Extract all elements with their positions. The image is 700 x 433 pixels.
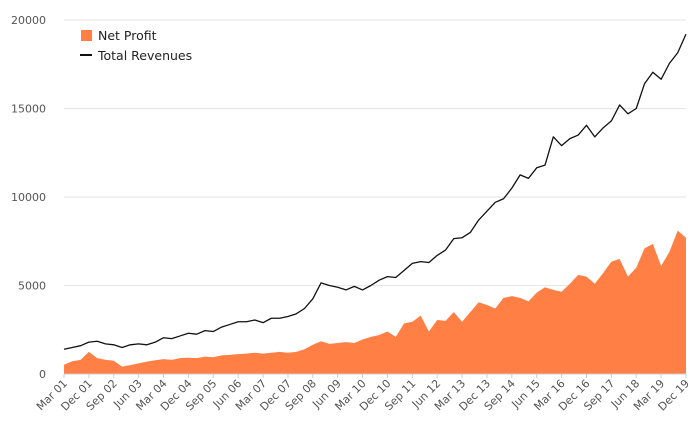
y-tick-label: 20000 [11, 14, 46, 27]
y-tick-label: 15000 [11, 103, 46, 116]
legend-label-total-revenues: Total Revenues [97, 48, 192, 63]
total-revenues-line [63, 33, 687, 350]
y-tick-label: 5000 [18, 280, 46, 293]
legend-label-net-profit: Net Profit [98, 28, 157, 43]
total-revenues-line-layer [63, 33, 687, 350]
legend: Net Profit Total Revenues [80, 28, 192, 63]
legend-swatch-net-profit [81, 30, 92, 41]
net-profit-area [64, 230, 686, 374]
net-profit-area-layer [64, 230, 686, 374]
y-tick-label: 10000 [11, 191, 46, 204]
y-tick-label: 0 [39, 368, 46, 381]
